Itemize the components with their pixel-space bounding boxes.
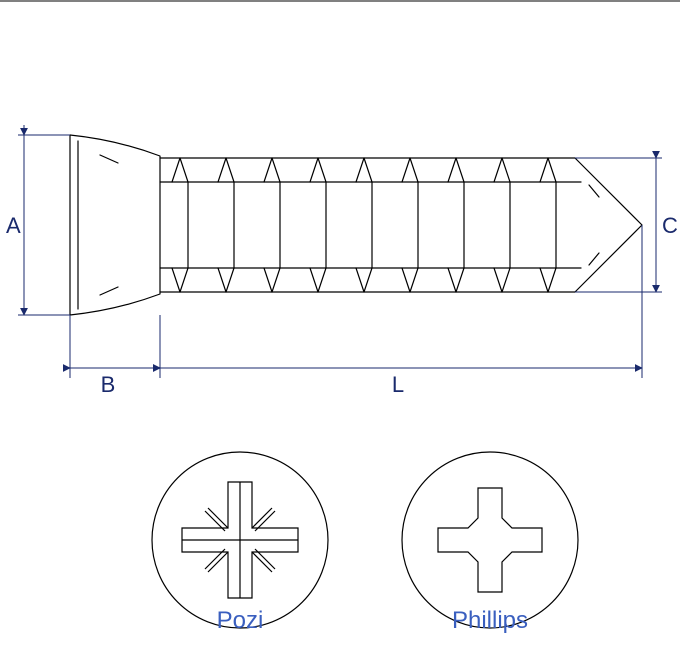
phillips-head-circle <box>402 452 578 628</box>
dim-label-C: C <box>662 213 678 238</box>
dim-label-L: L <box>392 372 404 397</box>
dim-label-B: B <box>101 372 116 397</box>
drive-label-pozi: Pozi <box>217 607 264 634</box>
pozi-drive <box>182 482 298 598</box>
drive-label-phillips: Phillips <box>452 607 528 634</box>
screw-side-view <box>70 135 642 315</box>
phillips-drive <box>438 488 542 592</box>
dim-label-A: A <box>6 213 21 238</box>
screw-tip <box>575 158 642 292</box>
